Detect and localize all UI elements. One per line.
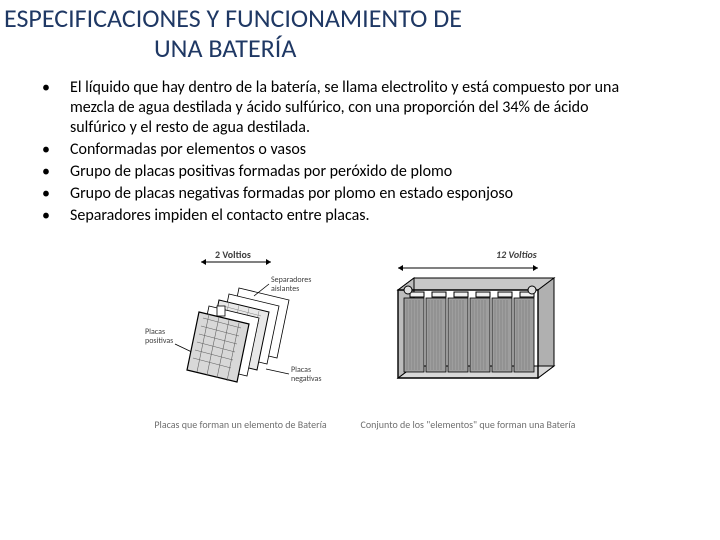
title-line-1: ESPECIFICACIONES Y FUNCIONAMIENTO DE <box>4 2 462 34</box>
figure-right-caption: Conjunto de los "elementos" que forman u… <box>361 418 576 431</box>
bullet-list: • El líquido que hay dentro de la baterí… <box>42 78 642 226</box>
bullet-text: El líquido que hay dentro de la batería,… <box>70 78 642 138</box>
plate-diagram-icon: 2 Voltios Separadores aislantes Placas p… <box>141 244 341 414</box>
cell <box>514 298 534 372</box>
bullet-text: Conformadas por elementos o vasos <box>70 140 642 160</box>
figure-right: 12 Voltios <box>361 244 576 431</box>
figure-left-caption: Placas que forman un elemento de Batería <box>154 418 326 431</box>
cell <box>492 298 512 372</box>
bullet-item: • Grupo de placas negativas formadas por… <box>42 184 642 204</box>
title-line-2: UNA BATERÍA <box>4 34 474 64</box>
voltage-label-12: 12 Voltios <box>496 248 537 261</box>
bullet-marker: • <box>42 140 70 160</box>
bullet-marker: • <box>42 206 70 226</box>
bullet-marker: • <box>42 162 70 182</box>
slide-title: ESPECIFICACIONES Y FUNCIONAMIENTO DE UNA… <box>4 4 474 64</box>
cell <box>404 298 424 372</box>
figures-row: 2 Voltios Separadores aislantes Placas p… <box>4 244 712 431</box>
bullet-text: Separadores impiden el contacto entre pl… <box>70 206 642 226</box>
slide-container: ESPECIFICACIONES Y FUNCIONAMIENTO DE UNA… <box>0 0 720 540</box>
bullet-item: • Grupo de placas positivas formadas por… <box>42 162 642 182</box>
bullet-item: • El líquido que hay dentro de la baterí… <box>42 78 642 138</box>
cell <box>448 298 468 372</box>
bullet-item: • Conformadas por elementos o vasos <box>42 140 642 160</box>
bullet-text: Grupo de placas positivas formadas por p… <box>70 162 642 182</box>
positive-plates-label: Placas positivas <box>145 327 173 346</box>
separators-label: Separadores aislantes <box>271 275 313 294</box>
voltage-label: 2 Voltios <box>215 248 251 261</box>
cell-group <box>404 298 534 372</box>
negative-plates-label: Placas negativas <box>291 365 321 384</box>
bullet-item: • Separadores impiden el contacto entre … <box>42 206 642 226</box>
bullet-marker: • <box>42 78 70 138</box>
figure-left: 2 Voltios Separadores aislantes Placas p… <box>141 244 341 431</box>
bullet-marker: • <box>42 184 70 204</box>
cell <box>426 298 446 372</box>
bullet-text: Grupo de placas negativas formadas por p… <box>70 184 642 204</box>
battery-case-icon: 12 Voltios <box>368 244 568 414</box>
cell <box>470 298 490 372</box>
